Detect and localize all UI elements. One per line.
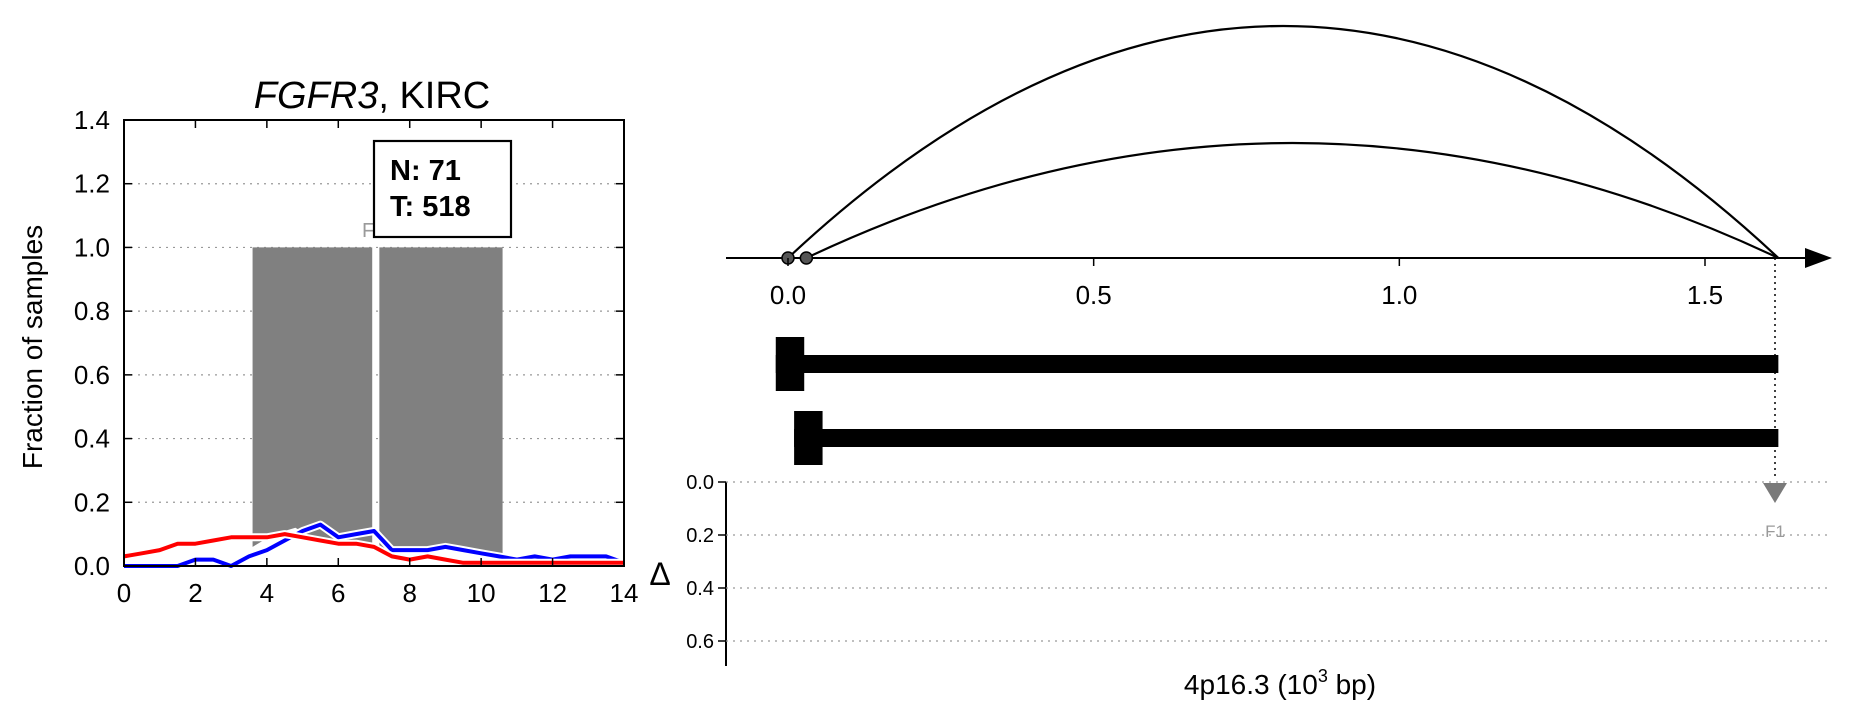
y-tick-label: 0.4 xyxy=(74,424,110,454)
plot-frame xyxy=(123,119,625,567)
series-line xyxy=(124,522,625,568)
normal-count: N: 71 xyxy=(390,155,461,187)
y-tick-label: 0.8 xyxy=(74,296,110,326)
delta-panel: Δ 0.0 0.2 0.4 0.6 F1 xyxy=(649,472,1830,666)
delta-tick-label: 0.4 xyxy=(686,578,714,600)
x-axis-label-sup: 3 xyxy=(1318,666,1328,686)
coord-tick-label: 0.0 xyxy=(770,280,806,310)
delta-gridlines: 0.0 0.2 0.4 0.6 xyxy=(686,472,1830,653)
marker-label: F1 xyxy=(1765,522,1785,541)
left-bars xyxy=(252,247,503,554)
y-tick-label: 1.0 xyxy=(74,232,110,262)
chart-title: FGFR3, KIRC xyxy=(254,75,490,117)
y-axis-label: Fraction of samples xyxy=(17,225,48,469)
delta-tick-label: 0.0 xyxy=(686,472,714,494)
left-ticks: 0.0 0.2 0.4 0.6 0.8 1.0 1.2 1.4 0 2 4 6 8 10 12 14 xyxy=(74,105,639,608)
title-gene: FGFR3 xyxy=(254,75,379,117)
delta-tick-label: 0.2 xyxy=(686,525,714,547)
series-line xyxy=(123,532,624,565)
x-tick-label: 8 xyxy=(402,578,416,608)
x-tick-label: 6 xyxy=(331,578,345,608)
transcript-intron xyxy=(775,355,1779,373)
x-axis-label-main: 4p16.3 (10 xyxy=(1184,669,1318,700)
y-tick-label: 0.0 xyxy=(74,551,110,581)
x-tick-label: 2 xyxy=(188,578,202,608)
y-tick-label: 1.2 xyxy=(74,169,110,199)
x-axis-label: 4p16.3 (103 bp) xyxy=(1184,666,1376,700)
axis-arrowhead xyxy=(1805,248,1832,268)
x-tick-label: 14 xyxy=(610,578,639,608)
junction-dot xyxy=(799,251,814,265)
x-tick-label: 4 xyxy=(260,578,274,608)
x-tick-label: 10 xyxy=(467,578,496,608)
y-tick-label: 0.6 xyxy=(74,360,110,390)
left-panel: FGFR3, KIRC Fraction of samples F1 N: 71… xyxy=(17,75,638,608)
junction-arc xyxy=(805,142,1779,259)
x-tick-label: 12 xyxy=(538,578,567,608)
coord-tick-label: 1.0 xyxy=(1381,280,1417,310)
tumor-count: T: 518 xyxy=(390,191,471,223)
bar xyxy=(379,247,503,554)
junction-arcs xyxy=(787,24,1780,259)
delta-tick-label: 0.6 xyxy=(686,631,714,653)
marker-triangle xyxy=(1763,483,1787,503)
bar xyxy=(252,247,373,551)
coord-tick-label: 1.5 xyxy=(1687,280,1723,310)
delta-label: Δ xyxy=(649,556,670,592)
y-tick-label: 1.4 xyxy=(74,105,110,135)
y-tick-label: 0.2 xyxy=(74,487,110,517)
coordinate-ticks: 0.0 0.5 1.0 1.5 xyxy=(770,258,1723,310)
title-rest: , KIRC xyxy=(378,75,490,117)
left-series xyxy=(123,520,626,570)
x-tick-label: 0 xyxy=(117,578,131,608)
transcript-exon xyxy=(794,411,823,465)
transcript-exon xyxy=(775,337,805,391)
x-axis-label-tail: bp) xyxy=(1328,669,1376,700)
right-panel: 0.0 0.5 1.0 1.5 Δ 0.0 0.2 0.4 0.6 F1 4p16.3 (1… xyxy=(649,24,1832,700)
transcript-intron xyxy=(794,429,1779,447)
counts-box-frame xyxy=(372,139,513,239)
junction-arc xyxy=(787,24,1780,259)
transcripts xyxy=(775,337,1779,465)
coord-tick-label: 0.5 xyxy=(1076,280,1112,310)
counts-box: N: 71 T: 518 xyxy=(372,139,513,239)
